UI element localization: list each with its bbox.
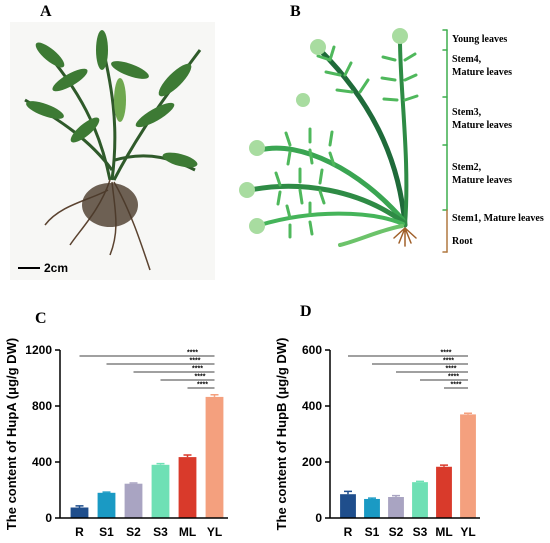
error-bar [210, 394, 219, 397]
x-tick-label: R [75, 525, 84, 539]
diagram-labels: Young leaves Stem4, Mature leaves Stem3, Mat… [452, 34, 544, 247]
bar [70, 507, 89, 518]
panel-label: D [300, 303, 312, 320]
root-mass [82, 183, 138, 227]
y-axis-label: The content of HupA (μg/g DW) [4, 338, 19, 530]
significance-label: **** [192, 366, 203, 373]
bar [340, 494, 356, 518]
scale-label: 2cm [44, 261, 68, 275]
diagram-label: Mature leaves [452, 67, 512, 78]
significance-label: **** [197, 382, 208, 389]
diagram-label: Mature leaves [452, 120, 512, 131]
bar [97, 492, 116, 518]
error-bar [440, 464, 448, 467]
diagram-label: Young leaves [452, 34, 507, 45]
x-tick-label: S3 [153, 525, 168, 539]
y-tick-label: 1200 [25, 343, 52, 357]
significance-label: **** [446, 366, 457, 373]
plant-diagram [239, 28, 448, 253]
x-tick-label: S1 [365, 525, 380, 539]
bar [205, 396, 224, 518]
significance-label: **** [187, 350, 198, 357]
error-bar [416, 480, 424, 483]
error-bar [344, 490, 352, 495]
y-tick-label: 400 [302, 399, 322, 413]
error-bar [183, 454, 192, 458]
diagram-label: Stem4, [452, 54, 482, 65]
x-tick-label: S2 [126, 525, 141, 539]
y-tick-label: 0 [45, 511, 52, 525]
diagram-label: Stem2, [452, 162, 482, 173]
bar [460, 414, 476, 518]
x-tick-label: YL [207, 525, 222, 539]
x-tick-label: ML [179, 525, 196, 539]
photo-background [10, 22, 215, 280]
diagram-label: Stem3, [452, 107, 482, 118]
significance-label: **** [441, 350, 452, 357]
error-bar [392, 494, 400, 497]
x-tick-label: R [344, 525, 353, 539]
error-bar [464, 412, 472, 415]
y-tick-label: 200 [302, 455, 322, 469]
x-tick-label: S2 [389, 525, 404, 539]
y-tick-label: 400 [32, 455, 52, 469]
significance-label: **** [190, 358, 201, 365]
x-tick-label: S1 [99, 525, 114, 539]
diagram-label: Stem1, Mature leaves [452, 213, 544, 224]
error-bar [75, 505, 84, 508]
bar [124, 483, 143, 518]
bar [412, 482, 428, 518]
plant-photo: 2cm [10, 22, 215, 280]
bar [436, 466, 452, 518]
panel-label: A [40, 3, 52, 20]
y-axis-label: The content of HupB (μg/g DW) [274, 338, 289, 531]
panel-label: B [290, 3, 301, 20]
bar [178, 457, 197, 518]
bar [151, 464, 170, 518]
error-bar [156, 462, 165, 465]
significance-label: **** [443, 358, 454, 365]
leaves [26, 30, 198, 168]
x-tick-label: YL [460, 525, 475, 539]
y-tick-label: 0 [315, 511, 322, 525]
error-bar [102, 491, 111, 493]
diagram-label: Mature leaves [452, 175, 512, 186]
significance-label: **** [195, 374, 206, 381]
error-bar [368, 497, 376, 499]
x-tick-label: ML [435, 525, 452, 539]
significance-label: **** [448, 374, 459, 381]
significance-label: **** [451, 382, 462, 389]
x-tick-label: S3 [413, 525, 428, 539]
panel-label: C [35, 310, 47, 327]
bar [388, 497, 404, 518]
bar [364, 498, 380, 518]
diagram-label: Root [452, 236, 473, 247]
error-bar [129, 482, 138, 484]
y-tick-label: 800 [32, 399, 52, 413]
y-tick-label: 600 [302, 343, 322, 357]
